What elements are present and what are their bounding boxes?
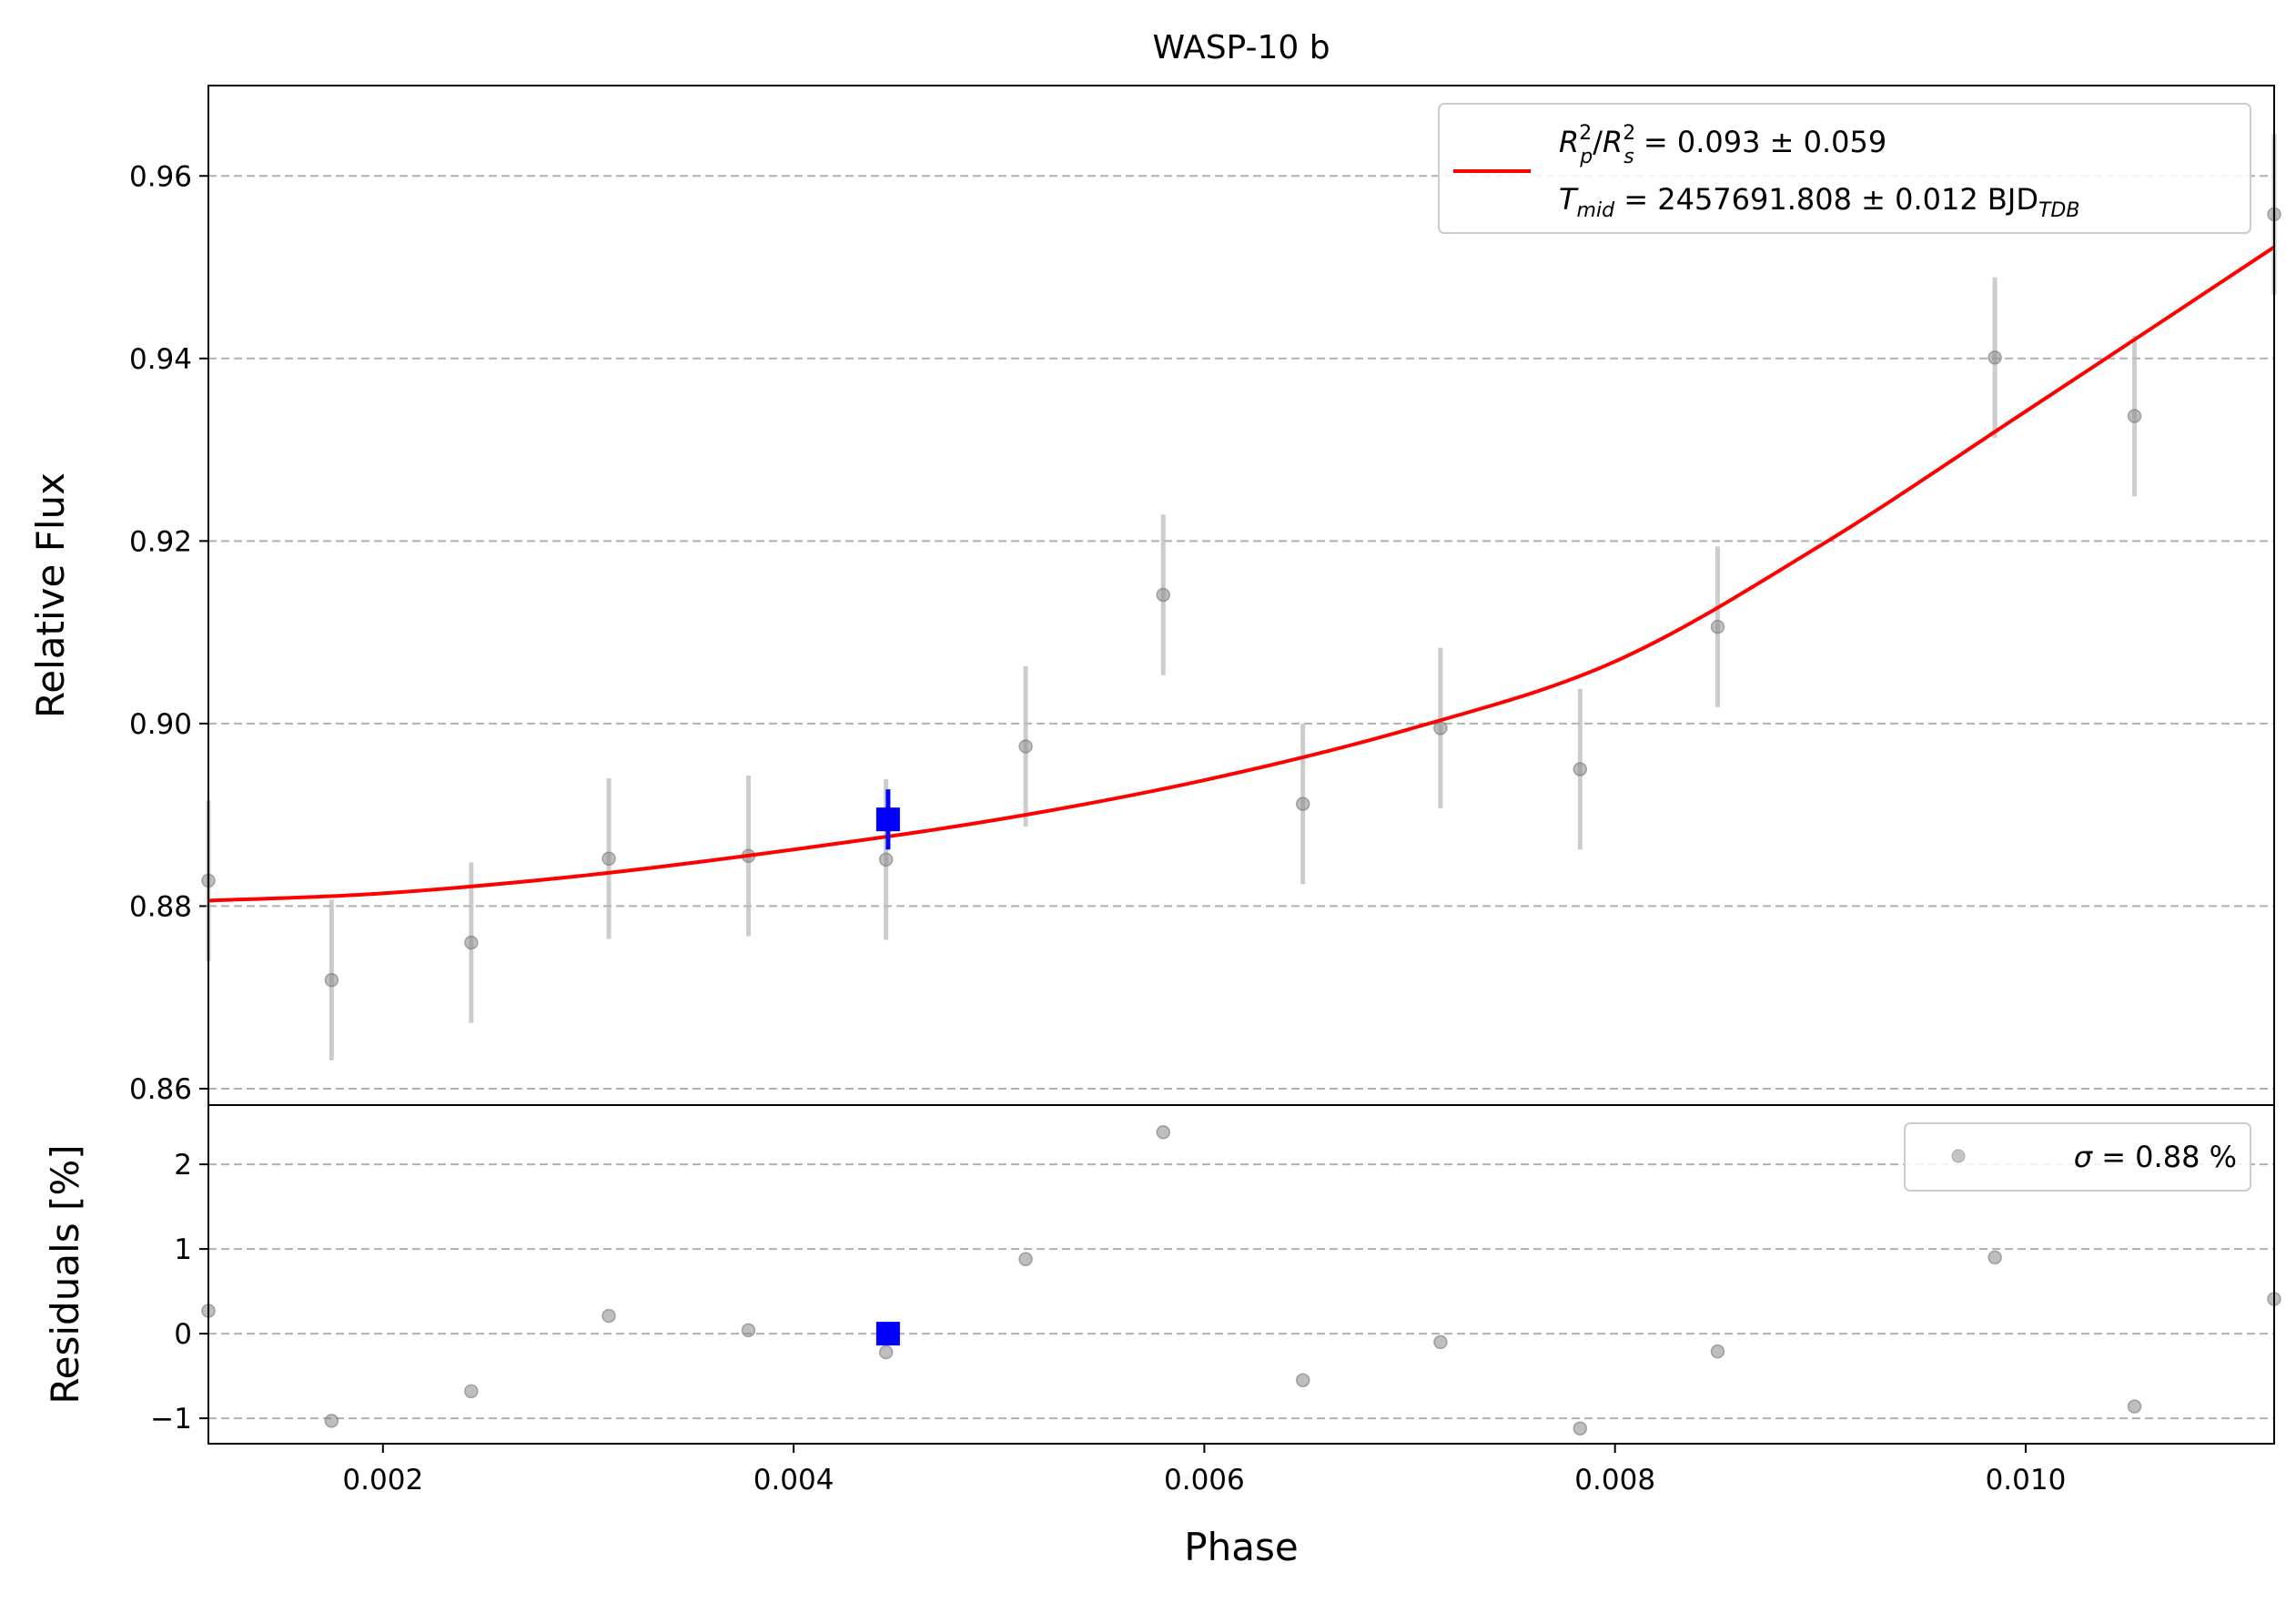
flux-y-tick-label: 0.90 (129, 708, 192, 741)
flux-legend: R2 p/R2 s = 0.093 ± 0.059 Tmid = 2457691.8… (1438, 103, 2251, 234)
residual-point (1573, 1421, 1588, 1436)
flux-axes-frame (207, 85, 2275, 1106)
flux-point (1156, 587, 1171, 603)
residuals-legend: σ = 0.88 % (1904, 1122, 2251, 1192)
residuals-axes-frame (207, 1104, 2275, 1445)
residuals-y-tick-label: 1 (174, 1233, 192, 1266)
residual-point (464, 1384, 479, 1399)
residual-point (1156, 1125, 1171, 1140)
binned-residual-point (875, 1322, 900, 1346)
residual-point (1433, 1334, 1448, 1350)
x-tick-label: 0.008 (1574, 1464, 1655, 1496)
x-axis-label: Phase (1184, 1525, 1298, 1569)
flux-panel: 0.86 0.88 0.90 0.92 0.94 0.96 WASP-10 b Relat… (28, 29, 2281, 1106)
flux-point (1710, 619, 1725, 634)
residuals-legend-label: σ = 0.88 % (2074, 1140, 2237, 1174)
x-tick-label: 0.002 (342, 1464, 423, 1496)
residual-point (324, 1414, 339, 1428)
flux-legend-box (1438, 103, 2251, 234)
residual-point (1295, 1373, 1310, 1387)
residuals-y-tick-label: 0 (174, 1318, 192, 1351)
flux-point (324, 972, 339, 988)
binned-flux-marker (875, 807, 900, 832)
x-tick-label: 0.010 (1986, 1464, 2067, 1496)
flux-legend-depth: R2 p/R2 s = 0.093 ± 0.059 (1559, 122, 1886, 168)
flux-point (1295, 796, 1310, 811)
flux-y-tick-label: 0.96 (129, 160, 192, 193)
residual-point (741, 1323, 756, 1338)
flux-y-tick-label: 0.86 (129, 1073, 192, 1106)
residuals-y-axis-label: Residuals [%] (43, 1144, 87, 1404)
flux-legend-tmid: Tmid = 2457691.808 ± 0.012 BJDTDB (1559, 182, 2079, 222)
flux-y-ticks: 0.86 0.88 0.90 0.92 0.94 0.96 (129, 160, 208, 1106)
flux-y-tick-label: 0.88 (129, 890, 192, 923)
flux-point (2127, 409, 2142, 423)
residual-point (1710, 1344, 1725, 1359)
residual-point (1988, 1250, 2002, 1265)
flux-point (1018, 739, 1033, 754)
residuals-y-ticks: −1 0 1 2 (150, 1149, 208, 1436)
residuals-y-tick-label: 2 (174, 1149, 192, 1182)
flux-points (201, 207, 2281, 988)
flux-point (1573, 762, 1588, 776)
x-tick-label: 0.006 (1164, 1464, 1245, 1496)
flux-y-tick-label: 0.94 (129, 343, 192, 376)
flux-grid (208, 175, 2274, 1090)
transit-model-line (207, 245, 2276, 903)
residual-point (1018, 1252, 1033, 1267)
residual-points (201, 1125, 2281, 1436)
residuals-grid (208, 1163, 2274, 1420)
residual-point (878, 1344, 894, 1360)
flux-point (878, 852, 894, 867)
residuals-y-tick-label: −1 (150, 1403, 192, 1436)
flux-errorbars (206, 134, 2277, 1060)
flux-point (1988, 350, 2002, 365)
residuals-legend-marker (1951, 1149, 1966, 1163)
flux-y-axis-label: Relative Flux (28, 472, 73, 718)
residuals-panel: −1 0 1 2 0.002 0.004 0.006 0.008 0.010 Residual… (43, 1104, 2281, 1569)
flux-y-tick-label: 0.92 (129, 525, 192, 558)
residuals-legend-box (1904, 1122, 2251, 1192)
flux-point (602, 851, 616, 867)
x-tick-label: 0.004 (754, 1464, 834, 1496)
chart-title: WASP-10 b (1152, 29, 1330, 66)
residual-point (602, 1308, 616, 1324)
binned-flux-point (875, 789, 900, 850)
flux-point (1433, 721, 1448, 736)
residual-point (2127, 1399, 2142, 1414)
residuals-x-ticks: 0.002 0.004 0.006 0.008 0.010 (342, 1444, 2066, 1496)
flux-point (464, 935, 479, 950)
binned-residual-marker (875, 1322, 900, 1346)
